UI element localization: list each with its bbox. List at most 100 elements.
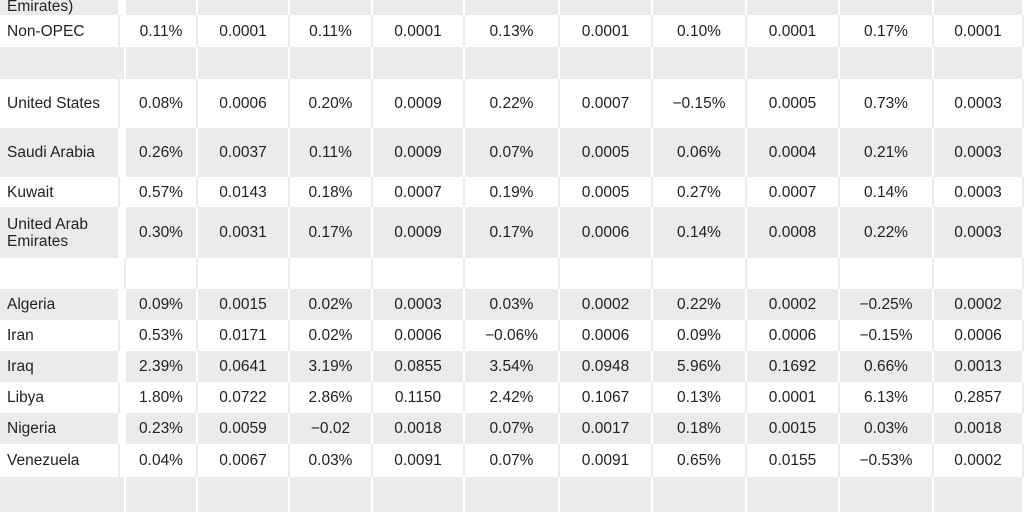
table-cell: 0.14% bbox=[653, 207, 747, 258]
table-row: Venezuela 0.04% 0.0067 0.03% 0.0091 0.07% 0.00… bbox=[0, 444, 1024, 477]
row-label: Kuwait bbox=[0, 177, 120, 207]
table-cell: 0.0007 bbox=[747, 177, 840, 207]
table-row: Kuwait 0.57% 0.0143 0.18% 0.0007 0.19% 0.0005 0… bbox=[0, 177, 1024, 207]
table-cell bbox=[840, 47, 934, 79]
table-cell: 0.0059 bbox=[198, 413, 290, 444]
table-cell bbox=[747, 0, 840, 15]
table-row: Saudi Arabia 0.26% 0.0037 0.11% 0.0009 0.07% 0… bbox=[0, 128, 1024, 177]
table-cell: 0.04% bbox=[126, 444, 198, 477]
table-cell bbox=[653, 258, 747, 289]
table-cell: 0.0009 bbox=[373, 207, 465, 258]
table-cell: 0.0641 bbox=[198, 351, 290, 382]
table-cell bbox=[373, 477, 465, 512]
table-cell bbox=[560, 258, 653, 289]
table-cell: 0.22% bbox=[465, 79, 560, 128]
table-cell: 0.30% bbox=[126, 207, 198, 258]
table-cell: 0.0855 bbox=[373, 351, 465, 382]
table-cell bbox=[290, 0, 373, 15]
row-label bbox=[0, 47, 126, 79]
table-cell: 0.0001 bbox=[747, 382, 840, 413]
table-cell bbox=[373, 258, 465, 289]
row-label: Iran bbox=[0, 320, 120, 351]
row-label bbox=[0, 477, 126, 512]
table-cell bbox=[840, 258, 934, 289]
table-cell: 0.22% bbox=[653, 289, 747, 320]
table-cell: 0.14% bbox=[840, 177, 934, 207]
table-cell: 0.0015 bbox=[198, 289, 290, 320]
table-cell: 0.73% bbox=[840, 79, 934, 128]
table-cell bbox=[126, 258, 198, 289]
table-cell bbox=[934, 258, 1024, 289]
table-cell: 0.0006 bbox=[560, 320, 653, 351]
table-cell: 0.02% bbox=[290, 320, 373, 351]
table-cell: 0.0015 bbox=[747, 413, 840, 444]
table-cell bbox=[653, 477, 747, 512]
table-cell bbox=[840, 0, 934, 15]
table-row: Libya 1.80% 0.0722 2.86% 0.1150 2.42% 0.1067 0.… bbox=[0, 382, 1024, 413]
table-cell: 0.0003 bbox=[934, 128, 1024, 177]
table-cell bbox=[126, 47, 198, 79]
table-cell: 0.07% bbox=[465, 128, 560, 177]
table-cell bbox=[560, 0, 653, 15]
table-cell: 0.0002 bbox=[934, 444, 1024, 477]
table-cell: 0.0091 bbox=[560, 444, 653, 477]
table-cell: 0.03% bbox=[465, 289, 560, 320]
table-cell: 0.0006 bbox=[934, 320, 1024, 351]
table-cell: 0.0007 bbox=[560, 79, 653, 128]
table-cell: 0.0143 bbox=[198, 177, 290, 207]
row-label: United States bbox=[0, 79, 120, 128]
table-cell: 0.27% bbox=[653, 177, 747, 207]
table-cell: 0.0009 bbox=[373, 79, 465, 128]
table-cell bbox=[198, 47, 290, 79]
table-cell bbox=[126, 0, 198, 15]
table-cell: 0.21% bbox=[840, 128, 934, 177]
table-cell: 0.0948 bbox=[560, 351, 653, 382]
table-cell: 0.17% bbox=[840, 15, 934, 47]
table-cell: 0.13% bbox=[653, 382, 747, 413]
table-cell: 0.0009 bbox=[373, 128, 465, 177]
table-cell: 0.0002 bbox=[934, 289, 1024, 320]
table-cell: 0.0001 bbox=[198, 15, 290, 47]
table-cell: 0.0031 bbox=[198, 207, 290, 258]
table-cell: 0.1692 bbox=[747, 351, 840, 382]
table-cell: 0.19% bbox=[465, 177, 560, 207]
table-cell: 0.0002 bbox=[747, 289, 840, 320]
table-cell: 0.03% bbox=[290, 444, 373, 477]
table-cell: 0.0018 bbox=[373, 413, 465, 444]
table-cell: 0.07% bbox=[465, 444, 560, 477]
table-cell: 0.03% bbox=[840, 413, 934, 444]
table-cell: 0.0091 bbox=[373, 444, 465, 477]
table-cell: 0.08% bbox=[126, 79, 198, 128]
table-cell: 0.0037 bbox=[198, 128, 290, 177]
table-cell: 0.02% bbox=[290, 289, 373, 320]
table-cell: 0.0003 bbox=[934, 177, 1024, 207]
row-label: United Arab Emirates bbox=[0, 207, 120, 258]
table-cell: −0.15% bbox=[653, 79, 747, 128]
table-cell: 2.86% bbox=[290, 382, 373, 413]
table-cell bbox=[747, 258, 840, 289]
table-cell: 0.0004 bbox=[747, 128, 840, 177]
table-cell: 6.13% bbox=[840, 382, 934, 413]
table-cell: 0.53% bbox=[126, 320, 198, 351]
table-cell: 0.18% bbox=[290, 177, 373, 207]
table-cell: −0.06% bbox=[465, 320, 560, 351]
table-cell bbox=[198, 258, 290, 289]
table-cell: 5.96% bbox=[653, 351, 747, 382]
table-row bbox=[0, 258, 1024, 289]
table-cell bbox=[198, 477, 290, 512]
table-cell: 0.06% bbox=[653, 128, 747, 177]
table-cell: 0.0067 bbox=[198, 444, 290, 477]
table-cell bbox=[373, 0, 465, 15]
table-cell: 3.19% bbox=[290, 351, 373, 382]
row-label: Non-OPEC bbox=[0, 15, 120, 47]
table-cell: 0.23% bbox=[126, 413, 198, 444]
table-cell: 0.17% bbox=[290, 207, 373, 258]
table-row: Non-OPEC 0.11% 0.0001 0.11% 0.0001 0.13% 0.000… bbox=[0, 15, 1024, 47]
table-cell: 0.0005 bbox=[747, 79, 840, 128]
table-cell: 0.0006 bbox=[747, 320, 840, 351]
row-label bbox=[0, 258, 126, 289]
table-cell: 0.10% bbox=[653, 15, 747, 47]
table-cell: 0.0722 bbox=[198, 382, 290, 413]
table-cell: 0.17% bbox=[465, 207, 560, 258]
